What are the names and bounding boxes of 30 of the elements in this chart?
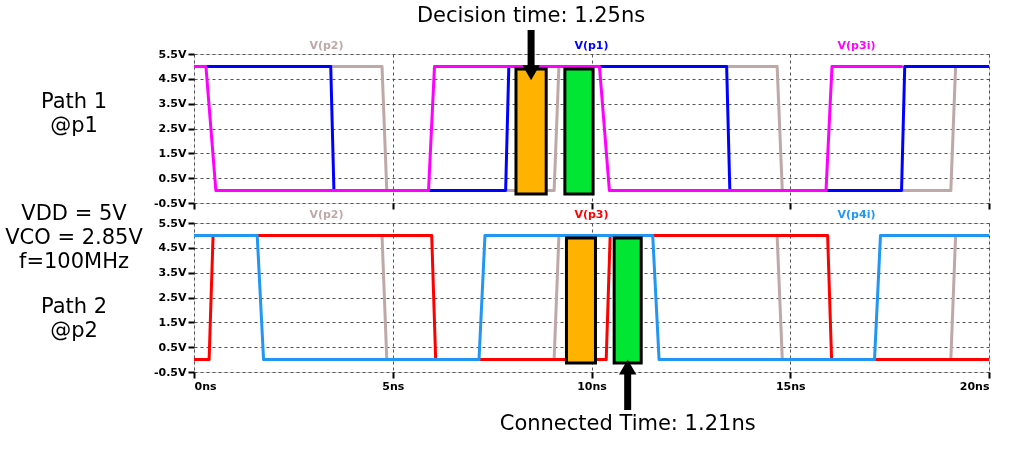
- y-tick-label: 2.5V: [158, 291, 187, 304]
- y-tick-label: 5.5V: [158, 47, 187, 61]
- series-label: V(p3): [574, 208, 609, 221]
- series-label: V(p2): [309, 208, 344, 221]
- x-tick-label: 20ns: [959, 379, 990, 393]
- x-tick-label: 0ns: [194, 379, 217, 393]
- series-label: V(p1): [574, 39, 609, 52]
- y-tick-label: 0.5V: [158, 340, 187, 354]
- x-tick-label: 15ns: [775, 379, 807, 393]
- y-tick-label: 3.5V: [158, 266, 187, 280]
- x-tick-label: 5ns: [382, 379, 405, 393]
- y-tick-label: 1.5V: [158, 146, 187, 160]
- y-tick-label: -0.5V: [153, 365, 187, 379]
- series-label: V(p2): [309, 39, 344, 52]
- y-tick-label: 2.5V: [158, 122, 187, 135]
- text: VDD = 5V VCO = 2.85V f=100MHz: [5, 201, 144, 273]
- x-tick-label: 10ns: [577, 379, 608, 393]
- y-tick-label: -0.5V: [153, 196, 187, 210]
- series-label: V(p3i): [837, 39, 876, 52]
- y-tick-label: 4.5V: [158, 72, 187, 86]
- annotation: Decision time: 1.25ns: [416, 3, 646, 27]
- series-label: V(p4i): [837, 208, 876, 221]
- y-tick-label: 3.5V: [158, 97, 187, 111]
- text: Path 2 @p2: [40, 294, 108, 342]
- y-tick-label: 1.5V: [158, 315, 187, 329]
- annotation: Connected Time: 1.21ns: [499, 411, 756, 435]
- y-tick-label: 4.5V: [158, 241, 187, 255]
- y-tick-label: 5.5V: [158, 216, 187, 230]
- text: Path 1 @p1: [40, 89, 108, 137]
- y-tick-label: 0.5V: [158, 171, 187, 185]
